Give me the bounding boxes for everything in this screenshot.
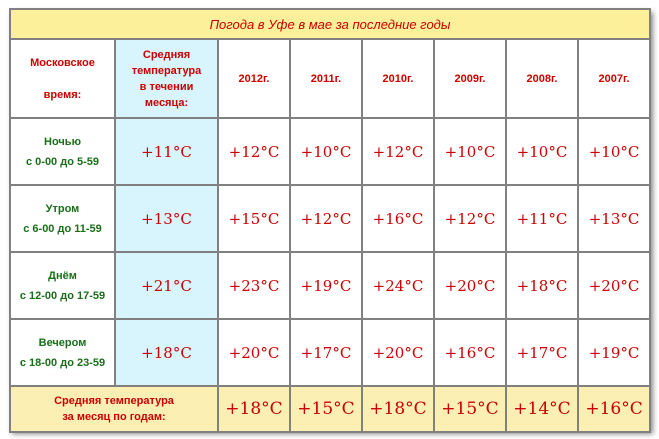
temperature-cell: +12°C [361, 117, 435, 186]
year-header: 2008г. [505, 38, 579, 119]
temperature-cell: +15°C [217, 184, 291, 253]
temperature-cell: +16°C [433, 318, 507, 387]
year-header: 2007г. [576, 38, 652, 119]
temperature-cell: +12°C [289, 184, 363, 253]
temperature-cell: +11°C [505, 184, 579, 253]
temperature-cell: +12°C [217, 117, 291, 186]
temperature-cell: +20°C [217, 318, 291, 387]
year-average: +15°C [289, 385, 363, 433]
time-period-label: Вечером с 18-00 до 23-59 [9, 318, 116, 387]
year-average: +14°C [505, 385, 579, 433]
temperature-cell: +20°C [361, 318, 435, 387]
time-column-header: Московское время: [9, 38, 116, 119]
time-period-label: Ночью с 0-00 до 5-59 [9, 117, 116, 186]
weather-table: Погода в Уфе в мае за последние годы Мос… [8, 8, 652, 433]
temperature-cell: +18°C [505, 251, 579, 320]
temperature-cell: +20°C [576, 251, 652, 320]
year-header: 2011г. [289, 38, 363, 119]
temperature-cell: +19°C [289, 251, 363, 320]
temperature-cell: +10°C [289, 117, 363, 186]
period-average: +11°C [114, 117, 219, 186]
table-row: Утром с 6-00 до 11-59 +13°C +15°C +12°C +16°… [9, 184, 652, 253]
temperature-cell: +20°C [433, 251, 507, 320]
table-row: Вечером с 18-00 до 23-59 +18°C +20°C +17°C +… [9, 318, 652, 387]
year-average: +18°C [217, 385, 291, 433]
temperature-cell: +10°C [433, 117, 507, 186]
temperature-cell: +23°C [217, 251, 291, 320]
weather-table-container: Погода в Уфе в мае за последние годы Мос… [8, 8, 652, 433]
temperature-cell: +16°C [361, 184, 435, 253]
temperature-cell: +10°C [505, 117, 579, 186]
year-header: 2010г. [361, 38, 435, 119]
temperature-cell: +13°C [576, 184, 652, 253]
temperature-cell: +24°C [361, 251, 435, 320]
temperature-cell: +17°C [505, 318, 579, 387]
year-header: 2012г. [217, 38, 291, 119]
period-average: +18°C [114, 318, 219, 387]
time-period-label: Утром с 6-00 до 11-59 [9, 184, 116, 253]
table-row: Днём с 12-00 до 17-59 +21°C +23°C +19°C +24°… [9, 251, 652, 320]
table-row: Ночью с 0-00 до 5-59 +11°C +12°C +10°C +12°C… [9, 117, 652, 186]
period-average: +13°C [114, 184, 219, 253]
temperature-cell: +17°C [289, 318, 363, 387]
footer-label: Средняя температура за месяц по годам: [9, 385, 219, 433]
temperature-cell: +12°C [433, 184, 507, 253]
year-average: +18°C [361, 385, 435, 433]
period-average: +21°C [114, 251, 219, 320]
avg-column-header: Средняя температура в течении месяца: [114, 38, 219, 119]
year-header: 2009г. [433, 38, 507, 119]
temperature-cell: +19°C [576, 318, 652, 387]
year-average: +15°C [433, 385, 507, 433]
time-period-label: Днём с 12-00 до 17-59 [9, 251, 116, 320]
temperature-cell: +10°C [576, 117, 652, 186]
footer-row: Средняя температура за месяц по годам: +1… [9, 385, 652, 433]
year-average: +16°C [576, 385, 652, 433]
table-title: Погода в Уфе в мае за последние годы [8, 8, 652, 40]
